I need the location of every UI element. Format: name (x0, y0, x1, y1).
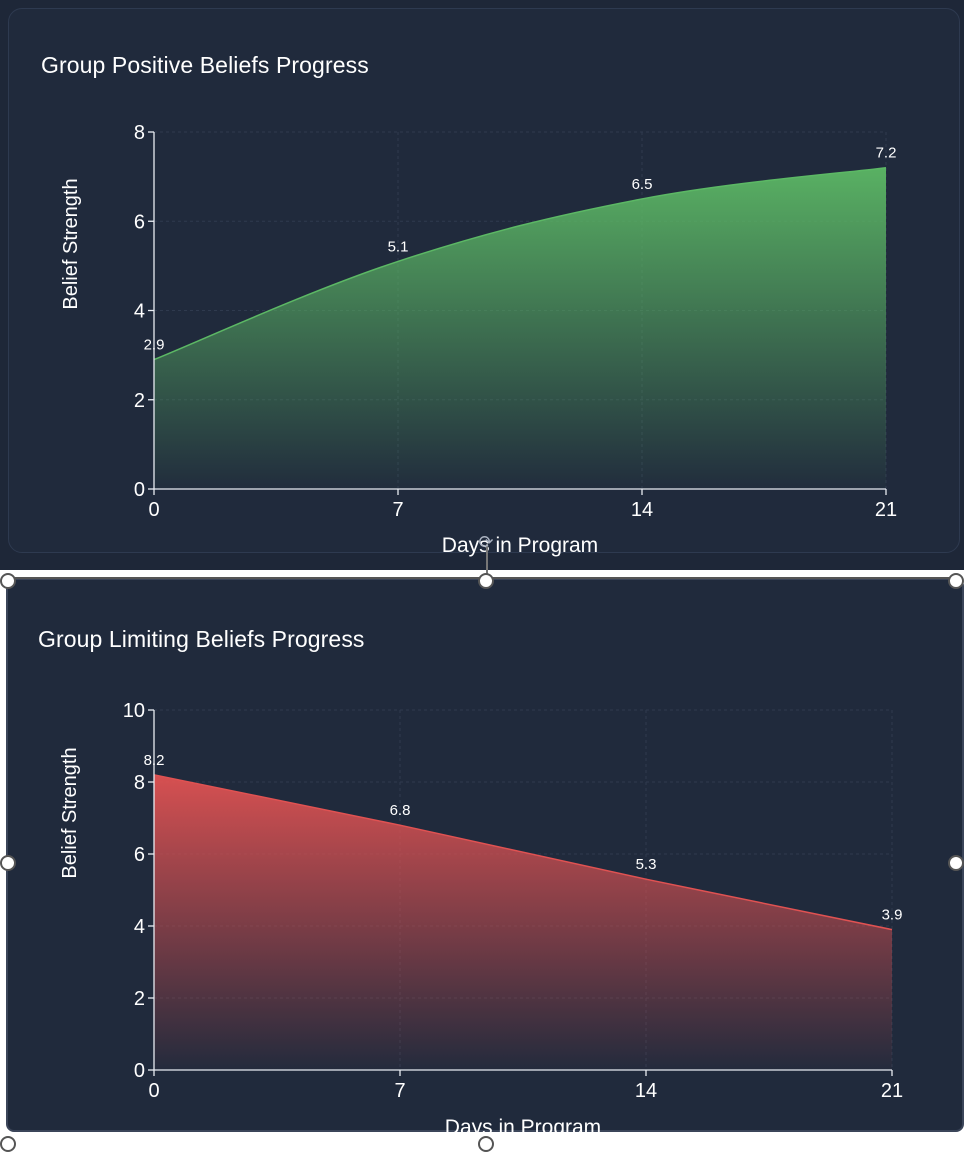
data-label: 6.5 (632, 176, 653, 193)
y-tick-label: 8 (134, 772, 145, 794)
positive-beliefs-card[interactable]: Group Positive Beliefs Progress 0 2 4 6 8 0 7 1… (8, 8, 960, 557)
y-axis-label: Belief Strength (60, 178, 82, 309)
resize-handle-icon[interactable] (948, 573, 964, 589)
y-tick-label: 4 (134, 916, 145, 938)
data-label: 5.3 (636, 856, 657, 873)
positive-beliefs-chart: 0 2 4 6 8 0 7 14 21 2.9 5.1 6.5 7.2 Belief Strength Da… (60, 122, 897, 557)
resize-handle-icon[interactable] (0, 573, 16, 589)
x-axis-label: Days in Program (445, 1116, 601, 1139)
chart-title: Group Limiting Beliefs Progress (38, 626, 365, 652)
x-tick-label: 0 (148, 1080, 159, 1102)
data-label: 7.2 (876, 145, 897, 162)
y-tick-label: 6 (134, 211, 145, 233)
y-tick-label: 10 (123, 700, 145, 722)
y-tick-label: 6 (134, 844, 145, 866)
data-label: 3.9 (882, 907, 903, 924)
limiting-beliefs-card[interactable]: Group Limiting Beliefs Progress 0 2 4 6 8 10 0… (6, 578, 964, 1139)
data-label: 8.2 (144, 752, 165, 769)
resize-handle-icon[interactable] (478, 1136, 494, 1152)
y-tick-label: 2 (134, 988, 145, 1010)
resize-handle-icon[interactable] (0, 855, 16, 871)
series-line (153, 774, 893, 931)
x-tick-label: 14 (631, 499, 653, 521)
y-tick-label: 8 (134, 122, 145, 144)
y-tick-label: 0 (134, 479, 145, 501)
x-axis-label: Days in Program (442, 534, 598, 557)
area-series (154, 167, 886, 489)
data-label: 5.1 (388, 238, 409, 255)
x-tick-label: 7 (392, 499, 403, 521)
resize-handle-icon[interactable] (948, 855, 964, 871)
data-label: 2.9 (144, 337, 165, 354)
y-axis-label: Belief Strength (59, 747, 81, 878)
resize-handle-icon[interactable] (0, 1136, 16, 1152)
x-tick-label: 14 (635, 1080, 657, 1102)
x-tick-label: 7 (394, 1080, 405, 1102)
data-label: 6.8 (390, 802, 411, 819)
limiting-beliefs-chart: 0 2 4 6 8 10 0 7 14 21 8.2 6.8 5.3 3.9 Belief Strength… (59, 700, 903, 1139)
y-tick-label: 4 (134, 301, 145, 323)
x-tick-label: 0 (148, 499, 159, 521)
y-tick-label: 0 (134, 1060, 145, 1082)
rotate-handle-icon[interactable]: ⟳ (478, 532, 494, 552)
series-line (153, 166, 887, 361)
chart-title: Group Positive Beliefs Progress (41, 52, 369, 78)
y-tick-label: 2 (134, 390, 145, 412)
area-series (154, 774, 892, 1070)
rotate-connector (486, 544, 488, 574)
x-tick-label: 21 (875, 499, 897, 521)
x-tick-label: 21 (881, 1080, 903, 1102)
resize-handle-icon[interactable] (478, 573, 494, 589)
